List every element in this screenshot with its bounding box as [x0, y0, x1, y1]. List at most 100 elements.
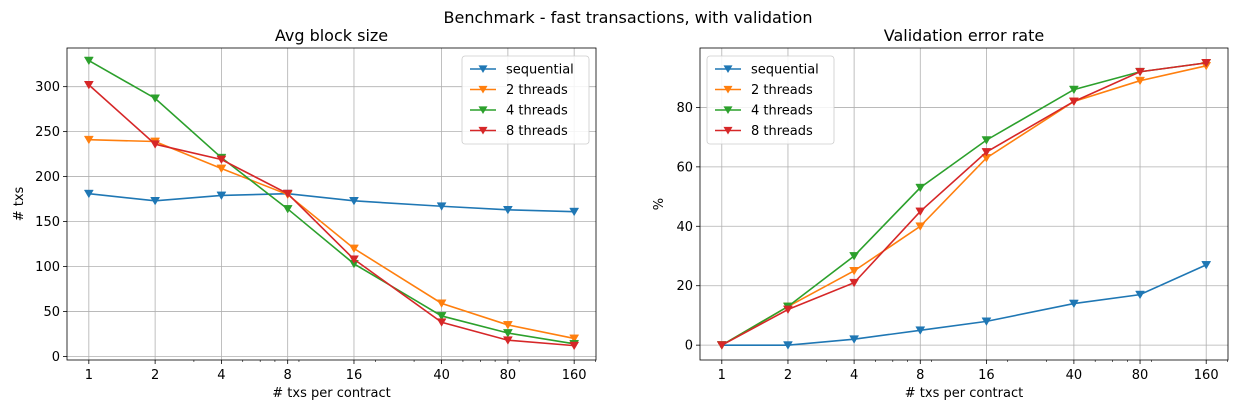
data-point: [436, 312, 447, 321]
legend-marker: [478, 126, 488, 135]
data-point: [569, 341, 580, 351]
data-point: [849, 335, 860, 344]
data-point: [981, 317, 992, 326]
data-point: [569, 334, 580, 343]
data-point: [783, 305, 793, 315]
legend-entry: 4 threads: [470, 104, 568, 119]
y-tick-label: 40: [676, 220, 693, 235]
series-line: [721, 65, 1207, 346]
legend-marker: [478, 85, 488, 94]
data-point: [1135, 67, 1145, 77]
legend-label: 2 threads: [751, 83, 813, 98]
y-tick-label: 250: [35, 125, 60, 140]
legend-entry: 8 threads: [470, 124, 568, 139]
y-axis: 0 20 40 60 80: [676, 101, 700, 354]
y-tick-label: 80: [676, 101, 693, 116]
data-point: [1135, 76, 1145, 86]
y-tick-label: 100: [35, 260, 60, 275]
legend-marker: [478, 106, 488, 115]
data-point: [981, 148, 992, 157]
data-point: [716, 341, 727, 350]
x-tick-label: 80: [500, 368, 517, 383]
x-axis: 1 2 4 8 16 40 80 160: [85, 360, 587, 383]
legend-label: sequential: [751, 63, 819, 78]
data-point: [915, 207, 926, 216]
legend-box: [706, 55, 835, 145]
data-point: [282, 205, 293, 214]
legend-marker: [723, 106, 733, 115]
legend-entry: 2 threads: [715, 83, 813, 98]
y-tick-label: 60: [676, 160, 693, 175]
legend-label: sequential: [506, 63, 574, 78]
chart-0: 1 2 4 8 16 40 80 160 0 50 100 150 200 250 300 Avg block…: [12, 26, 597, 401]
data-point: [349, 255, 359, 264]
x-tick-label: 160: [1194, 368, 1219, 383]
y-axis-label: %: [652, 198, 667, 210]
data-point: [150, 94, 161, 103]
series-line: [88, 192, 575, 213]
x-tick-label: 8: [916, 368, 924, 383]
x-tick-label: 1: [85, 368, 93, 383]
data-point: [83, 56, 94, 66]
chart-title: Validation error rate: [884, 26, 1044, 45]
x-tick-label: 40: [1066, 368, 1083, 383]
y-tick-label: 300: [35, 80, 60, 95]
data-point: [915, 326, 926, 335]
x-axis-label: # txs per contract: [905, 386, 1023, 401]
series-line: [721, 264, 1207, 346]
legend-box: [461, 55, 590, 145]
series-line: [88, 138, 575, 340]
x-tick-label: 80: [1132, 368, 1149, 383]
data-point: [783, 341, 793, 350]
x-tick-label: 4: [850, 368, 858, 383]
series-line: [88, 59, 575, 345]
legend-entry: 2 threads: [470, 83, 568, 98]
x-tick-label: 8: [284, 368, 292, 383]
data-point: [849, 267, 860, 276]
legend-entry: 8 threads: [715, 124, 813, 139]
data-point: [502, 205, 513, 215]
series-group: [716, 59, 1212, 350]
data-point: [849, 252, 860, 261]
data-point: [216, 155, 227, 165]
legend-marker: [723, 126, 733, 135]
y-tick-label: 150: [35, 215, 60, 230]
data-point: [1201, 59, 1212, 68]
legend-entry: sequential: [715, 63, 819, 78]
legend-label: 2 threads: [506, 83, 568, 98]
data-point: [849, 278, 860, 288]
legend-marker: [723, 85, 733, 94]
x-tick-label: 2: [784, 368, 792, 383]
x-tick-label: 4: [217, 368, 225, 383]
y-tick-label: 0: [52, 350, 60, 365]
x-tick-label: 1: [718, 368, 726, 383]
data-point: [150, 197, 161, 206]
plot-frame: [699, 47, 1229, 361]
legend-label: 4 threads: [751, 104, 813, 119]
figure-suptitle: Benchmark - fast transactions, with vali…: [444, 8, 813, 27]
series-line: [721, 62, 1207, 346]
data-point: [282, 189, 293, 199]
data-point: [216, 191, 227, 201]
data-point: [83, 135, 94, 145]
y-axis: 0 50 100 150 200 250 300: [35, 80, 67, 365]
data-point: [1135, 290, 1145, 300]
data-point: [349, 244, 359, 254]
series-line: [721, 62, 1207, 346]
data-point: [83, 81, 94, 90]
series-line: [88, 84, 575, 347]
legend-marker: [478, 65, 488, 74]
x-tick-label: 2: [151, 368, 159, 383]
data-point: [150, 140, 161, 149]
x-axis-label: # txs per contract: [272, 386, 390, 401]
legend-entry: 4 threads: [715, 104, 813, 119]
data-point: [915, 222, 926, 231]
data-point: [1068, 299, 1079, 309]
plot-frame: [66, 47, 597, 361]
legend-label: 4 threads: [506, 104, 568, 119]
data-point: [436, 299, 447, 308]
x-tick-label: 16: [978, 368, 995, 383]
legend-entry: sequential: [470, 63, 574, 78]
